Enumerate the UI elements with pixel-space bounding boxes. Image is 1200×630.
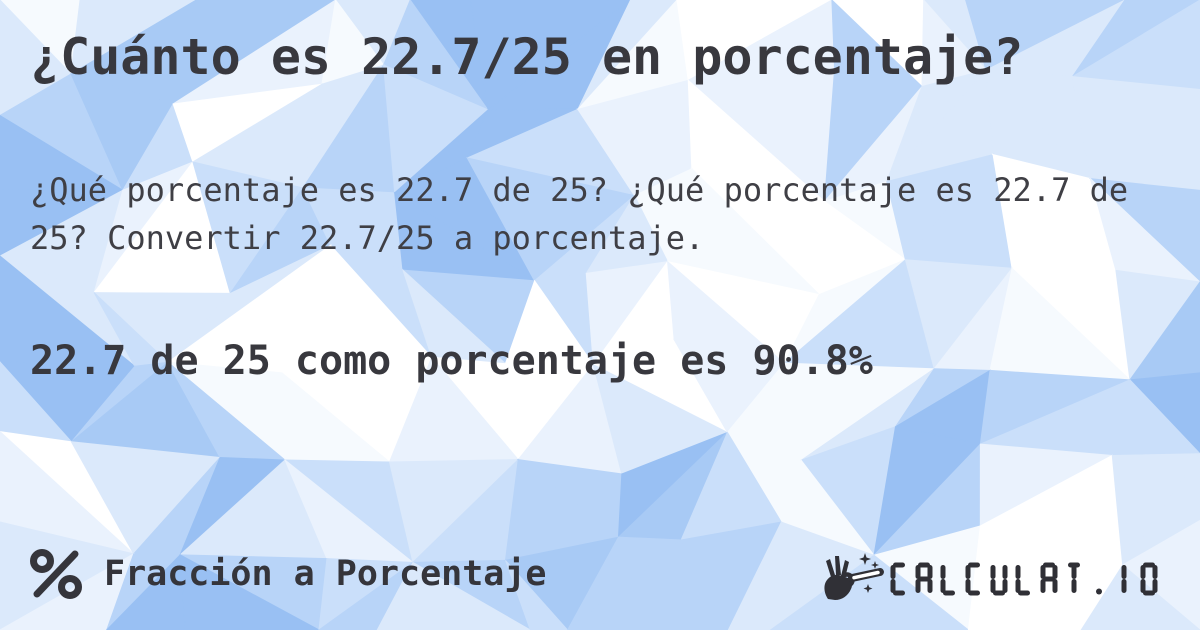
brand-logo-text	[890, 562, 1158, 596]
page-description: ¿Qué porcentaje es 22.7 de 25? ¿Qué porc…	[30, 171, 1129, 257]
category-label: Fracción a Porcentaje	[104, 554, 547, 594]
percent-icon	[30, 549, 82, 599]
brand-logo	[818, 553, 1170, 603]
result-text: 22.7 de 25 como porcentaje es 90.8%	[30, 338, 873, 384]
sparkle-stars	[859, 553, 879, 593]
category-badge: Fracción a Porcentaje	[30, 543, 547, 605]
magic-wand-hand-icon	[824, 553, 884, 600]
page-title: ¿Cuánto es 22.7/25 en porcentaje?	[30, 28, 1024, 86]
